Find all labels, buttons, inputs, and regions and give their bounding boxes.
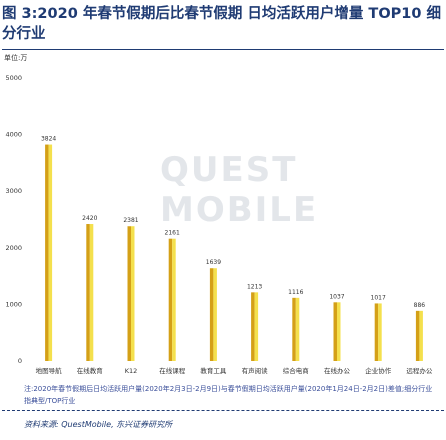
- bar-highlight: [213, 268, 217, 361]
- category-label: K12: [125, 367, 138, 375]
- y-axis-unit: 单位:万: [4, 54, 28, 62]
- bar-highlight: [254, 292, 259, 361]
- bar: [251, 292, 259, 361]
- source-text: 资料来源: QuestMobile, 东兴证券研究所: [24, 420, 173, 429]
- bar-highlight: [419, 310, 423, 361]
- watermark: QUEST MOBILE: [160, 150, 319, 230]
- bar: [374, 303, 382, 361]
- category-label: 在线课程: [159, 366, 186, 375]
- bar-highlight: [295, 297, 300, 361]
- bar-highlight: [378, 303, 382, 361]
- bar-shade: [415, 310, 420, 361]
- bar: [209, 268, 217, 361]
- category-label: 教育工具: [200, 366, 227, 375]
- y-tick-label: 1000: [5, 300, 22, 308]
- data-label: 1037: [329, 293, 344, 300]
- bar: [415, 310, 423, 361]
- bar: [292, 297, 300, 361]
- category-label: 综合电商: [283, 366, 310, 375]
- bar-shade: [374, 303, 379, 361]
- category-label: 地图导航: [36, 366, 63, 375]
- y-tick-label: 0: [18, 357, 22, 365]
- bar-shade: [209, 268, 214, 361]
- category-label: 远程办公: [406, 366, 433, 375]
- chart-title: 图 3:2020 年春节假期后比春节假期 日均活跃用户增量 TOP10 细分行业: [2, 6, 442, 42]
- bar-shade: [168, 238, 173, 361]
- bar-shade: [251, 292, 255, 361]
- data-label: 886: [414, 302, 426, 309]
- y-tick-label: 2000: [5, 244, 22, 252]
- bar: [168, 238, 176, 361]
- y-tick-label: 4000: [5, 131, 22, 139]
- data-label: 1213: [247, 283, 262, 290]
- data-label: 2161: [165, 230, 180, 237]
- category-label: 在线教育: [77, 366, 104, 375]
- data-label: 1116: [288, 289, 303, 296]
- bar-highlight: [337, 302, 341, 361]
- bar-highlight: [131, 226, 135, 361]
- data-label: 1017: [371, 294, 386, 301]
- bar-highlight: [172, 238, 176, 361]
- bar: [127, 226, 135, 361]
- bar-shade: [292, 297, 296, 361]
- data-label: 2420: [82, 215, 97, 222]
- footer-divider: [2, 410, 444, 411]
- data-label: 3824: [41, 136, 56, 143]
- bar-shade: [45, 144, 49, 361]
- y-tick-label: 5000: [5, 74, 22, 82]
- data-label: 1639: [206, 259, 221, 266]
- bar-chart: 0 1000 2000 3000 4000 5000 3824 地图导航 2420 在线教育 238…: [5, 74, 433, 375]
- bar: [45, 144, 53, 361]
- bar-highlight: [48, 144, 53, 361]
- category-label: 企业协作: [365, 366, 392, 375]
- bar: [333, 302, 341, 361]
- category-label: 有声阅读: [242, 366, 269, 375]
- bar-shade: [333, 302, 337, 361]
- bar-shade: [86, 224, 90, 361]
- title-divider: [2, 49, 444, 50]
- bar-highlight: [89, 224, 94, 361]
- category-label: 在线办公: [324, 366, 351, 375]
- y-tick-label: 3000: [5, 187, 22, 195]
- bar: [86, 224, 94, 361]
- bar-shade: [127, 226, 131, 361]
- chart-note: 注:2020年春节假期后日均活跃用户量(2020年2月3日-2月9日)与春节假期…: [24, 385, 433, 405]
- data-label: 2381: [123, 217, 138, 224]
